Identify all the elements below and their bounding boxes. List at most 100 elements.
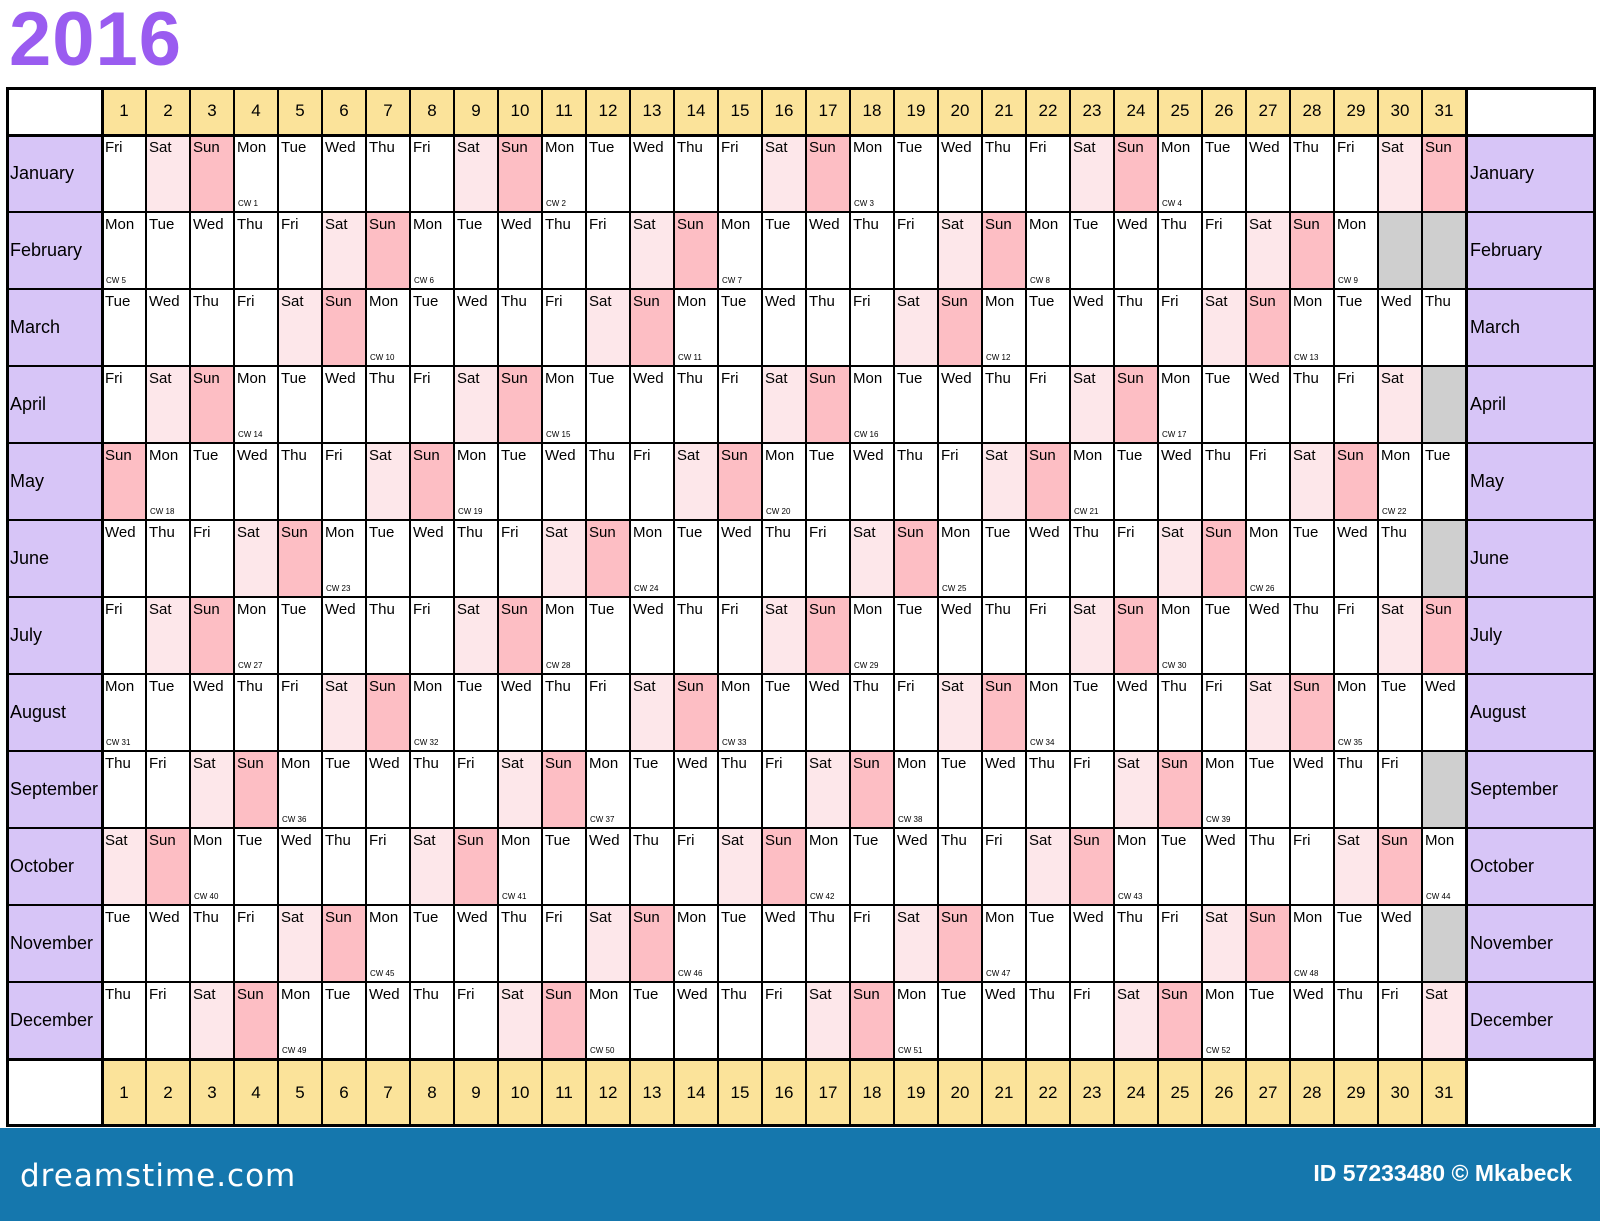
- day-cell[interactable]: Tue: [146, 674, 190, 751]
- day-cell[interactable]: Sat: [102, 828, 146, 905]
- day-cell[interactable]: Wed: [146, 289, 190, 366]
- day-cell[interactable]: Fri: [1202, 212, 1246, 289]
- day-cell[interactable]: Sun: [322, 289, 366, 366]
- day-cell[interactable]: Fri: [982, 828, 1026, 905]
- day-cell[interactable]: Sun: [806, 135, 850, 212]
- day-cell[interactable]: Sun: [190, 597, 234, 674]
- day-cell[interactable]: Mon CW 29: [850, 597, 894, 674]
- day-cell[interactable]: Mon CW 13: [1290, 289, 1334, 366]
- day-cell[interactable]: Sun: [1114, 366, 1158, 443]
- day-cell[interactable]: Thu: [454, 520, 498, 597]
- day-cell[interactable]: Sat: [1114, 751, 1158, 828]
- day-cell[interactable]: Tue: [1070, 674, 1114, 751]
- day-cell[interactable]: Thu: [1070, 520, 1114, 597]
- day-cell[interactable]: Tue: [102, 905, 146, 982]
- day-cell[interactable]: Mon CW 43: [1114, 828, 1158, 905]
- day-cell[interactable]: Sat: [762, 366, 806, 443]
- day-cell[interactable]: Fri: [542, 289, 586, 366]
- day-cell[interactable]: Tue: [410, 905, 454, 982]
- day-cell[interactable]: Fri: [718, 366, 762, 443]
- day-cell[interactable]: Wed: [1070, 289, 1114, 366]
- day-cell[interactable]: Mon CW 41: [498, 828, 542, 905]
- day-cell[interactable]: Thu: [146, 520, 190, 597]
- day-cell[interactable]: Thu: [718, 751, 762, 828]
- day-cell[interactable]: Wed: [498, 212, 542, 289]
- day-cell[interactable]: Thu: [1378, 520, 1422, 597]
- day-cell[interactable]: Wed: [102, 520, 146, 597]
- day-cell[interactable]: Wed: [234, 443, 278, 520]
- day-cell[interactable]: Sun: [1246, 905, 1290, 982]
- day-cell[interactable]: Tue: [982, 520, 1026, 597]
- day-cell[interactable]: Thu: [762, 520, 806, 597]
- day-cell[interactable]: Wed: [1114, 212, 1158, 289]
- day-cell[interactable]: Fri: [806, 520, 850, 597]
- day-cell[interactable]: Mon CW 6: [410, 212, 454, 289]
- day-cell[interactable]: Thu: [234, 212, 278, 289]
- day-cell[interactable]: Fri: [146, 751, 190, 828]
- day-cell[interactable]: Thu: [630, 828, 674, 905]
- month-label-right[interactable]: February: [1466, 212, 1596, 289]
- day-cell[interactable]: Sun: [190, 366, 234, 443]
- day-cell[interactable]: Tue: [1334, 289, 1378, 366]
- day-cell[interactable]: Wed: [1114, 674, 1158, 751]
- day-cell[interactable]: Thu: [894, 443, 938, 520]
- day-cell[interactable]: Sat: [586, 289, 630, 366]
- day-cell[interactable]: Fri: [762, 751, 806, 828]
- day-cell[interactable]: Fri: [1334, 366, 1378, 443]
- day-cell[interactable]: Fri: [1378, 751, 1422, 828]
- month-label-left[interactable]: May: [6, 443, 102, 520]
- day-cell[interactable]: Mon CW 11: [674, 289, 718, 366]
- day-cell[interactable]: Fri: [894, 674, 938, 751]
- day-cell[interactable]: Tue: [1422, 443, 1466, 520]
- day-cell[interactable]: Mon CW 19: [454, 443, 498, 520]
- day-cell[interactable]: Thu: [674, 366, 718, 443]
- day-cell[interactable]: Sat: [190, 751, 234, 828]
- day-cell[interactable]: Wed: [542, 443, 586, 520]
- day-cell[interactable]: Sat: [1202, 289, 1246, 366]
- day-cell[interactable]: Thu: [718, 982, 762, 1059]
- day-cell[interactable]: Fri: [894, 212, 938, 289]
- day-cell[interactable]: Tue: [1158, 828, 1202, 905]
- day-cell[interactable]: Wed: [586, 828, 630, 905]
- day-cell[interactable]: Wed: [982, 982, 1026, 1059]
- day-cell[interactable]: Tue: [1246, 982, 1290, 1059]
- day-cell[interactable]: Fri: [322, 443, 366, 520]
- day-cell[interactable]: Sat: [1158, 520, 1202, 597]
- day-cell[interactable]: Mon CW 34: [1026, 674, 1070, 751]
- day-cell[interactable]: Mon CW 20: [762, 443, 806, 520]
- day-cell[interactable]: Wed: [1026, 520, 1070, 597]
- day-cell[interactable]: Mon CW 26: [1246, 520, 1290, 597]
- day-cell[interactable]: Thu: [1290, 135, 1334, 212]
- day-cell[interactable]: Sun: [1070, 828, 1114, 905]
- day-cell[interactable]: Tue: [630, 751, 674, 828]
- day-cell[interactable]: Tue: [278, 366, 322, 443]
- day-cell[interactable]: Sun: [1422, 597, 1466, 674]
- day-cell[interactable]: Fri: [762, 982, 806, 1059]
- month-label-left[interactable]: March: [6, 289, 102, 366]
- day-cell[interactable]: Sat: [1246, 212, 1290, 289]
- day-cell[interactable]: Sun: [234, 751, 278, 828]
- day-cell[interactable]: Mon CW 23: [322, 520, 366, 597]
- day-cell[interactable]: Tue: [542, 828, 586, 905]
- day-cell[interactable]: Thu: [806, 905, 850, 982]
- day-cell[interactable]: Sun: [322, 905, 366, 982]
- day-cell[interactable]: Mon CW 4: [1158, 135, 1202, 212]
- day-cell[interactable]: Thu: [366, 597, 410, 674]
- day-cell[interactable]: Sat: [322, 674, 366, 751]
- day-cell[interactable]: Mon CW 38: [894, 751, 938, 828]
- day-cell[interactable]: Wed: [806, 674, 850, 751]
- day-cell[interactable]: Wed: [322, 135, 366, 212]
- day-cell[interactable]: Tue: [586, 597, 630, 674]
- day-cell[interactable]: Sun: [1290, 212, 1334, 289]
- day-cell[interactable]: Sat: [1290, 443, 1334, 520]
- month-label-right[interactable]: April: [1466, 366, 1596, 443]
- day-cell[interactable]: Thu: [498, 289, 542, 366]
- day-cell[interactable]: Mon CW 46: [674, 905, 718, 982]
- day-cell[interactable]: Sat: [938, 674, 982, 751]
- day-cell[interactable]: Sun: [542, 982, 586, 1059]
- day-cell[interactable]: Fri: [1026, 366, 1070, 443]
- month-label-right[interactable]: July: [1466, 597, 1596, 674]
- day-cell[interactable]: Wed: [278, 828, 322, 905]
- day-cell[interactable]: Wed: [146, 905, 190, 982]
- day-cell[interactable]: Fri: [674, 828, 718, 905]
